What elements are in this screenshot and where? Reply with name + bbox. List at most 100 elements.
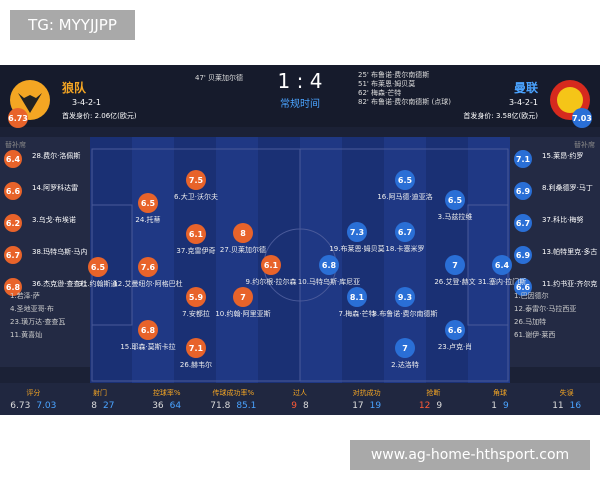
away-value: 首发身价: 3.58亿(欧元) <box>463 112 538 120</box>
bench-label: 替补席 <box>5 141 26 149</box>
player-rating: 6.5 <box>88 257 108 277</box>
player-rating: 7.5 <box>186 170 206 190</box>
bench-rating: 6.6 <box>4 182 22 200</box>
stat-home: 1 <box>491 401 497 411</box>
player-rating: 6.7 <box>395 222 415 242</box>
goal-event: 25' 布鲁诺·费尔南德斯 <box>358 71 430 79</box>
bench-player: 37.科比·梅努 <box>542 216 584 224</box>
watermark: www.ag-home-hthsport.com <box>350 440 590 470</box>
player-name: 23.卢克·肖 <box>437 343 473 351</box>
stat-away: 9 <box>503 401 509 411</box>
player-rating: 7 <box>445 255 465 275</box>
bench-player: 13.帕特里克·多古 <box>542 248 598 256</box>
goal-event: 62' 梅森·芒特 <box>358 89 402 97</box>
player-name: 27.贝莱加尔德 <box>219 246 267 254</box>
stat-away: 9 <box>436 401 443 411</box>
score: 1 : 4 <box>277 69 323 93</box>
player-rating: 7 <box>233 287 253 307</box>
player-rating: 6.1 <box>186 224 206 244</box>
away-name: 曼联 <box>513 81 538 95</box>
bench-rating: 7.1 <box>514 150 532 168</box>
away-rating: 7.03 <box>572 108 592 128</box>
player-name: 26.赫韦尔 <box>179 361 213 369</box>
player-rating: 6.4 <box>492 255 512 275</box>
player-name: 7.安都拉 <box>182 310 210 318</box>
bench-player: 12.泰雷尔·马拉西亚 <box>514 305 577 313</box>
player-name: 12.艾曼纽尔·阿格巴杜 <box>113 280 183 288</box>
goal-event: 51' 布莱恩·姆贝莫 <box>358 80 416 88</box>
player-name: 10.马特乌斯·库尼亚 <box>297 278 361 286</box>
player-name: 8.布鲁诺·费尔南德斯 <box>372 310 438 318</box>
stat-home: 6.73 <box>10 401 31 411</box>
player-name: 37.克雷伊奇 <box>176 247 216 255</box>
bench-label: 替补席 <box>574 141 595 149</box>
stat-home: 17 <box>352 401 364 411</box>
bench-player: 23.璜万达·查查瓦 <box>10 318 66 326</box>
player-name: 26.艾登·赫文 <box>434 278 476 286</box>
away-formation: 3-4-2-1 <box>508 98 538 107</box>
bench-player: 38.玛特乌斯·马内 <box>32 248 88 256</box>
bench-rating: 6.7 <box>4 246 22 264</box>
stat-home: 8 <box>91 401 97 411</box>
stat-away: 16 <box>569 401 582 411</box>
stat-away: 85.1 <box>236 401 257 411</box>
bench-rating: 6.7 <box>514 214 532 232</box>
player-name: 31.塞内·拉门斯 <box>477 278 527 286</box>
stat-away: 7.03 <box>36 401 57 411</box>
bench-player: 4.圣地亚哥·布 <box>10 305 54 313</box>
bench-rating: 6.8 <box>4 278 22 296</box>
player-rating: 6.5 <box>138 193 158 213</box>
player-rating: 8 <box>233 223 253 243</box>
home-rating: 6.73 <box>8 108 28 128</box>
stat-label: 角球 <box>492 389 507 397</box>
player-name: 19.布莱恩·姆贝莫 <box>329 245 385 253</box>
pitch-stripe <box>342 137 384 383</box>
player-rating: 6.8 <box>319 255 339 275</box>
stat-away: 8 <box>303 401 309 411</box>
player-rating: 6.5 <box>395 170 415 190</box>
stat-home: 9 <box>291 401 297 411</box>
player-name: 24.托蒂 <box>135 216 161 224</box>
bench-player: 11.约书亚·齐尔克 <box>542 280 598 288</box>
bench-rating: 6.2 <box>4 214 22 232</box>
stat-home: 36 <box>152 401 164 411</box>
stat-label: 对抗成功 <box>352 389 381 397</box>
watermark: TG: MYYJJPP <box>10 10 135 40</box>
stat-label: 失误 <box>559 389 574 397</box>
player-rating: 9.3 <box>395 287 415 307</box>
bench-player: 36.杰克逊·查查杜 <box>32 280 88 288</box>
bench-player: 1.若泽·萨 <box>10 292 40 300</box>
bench-player: 28.费尔·洛佩斯 <box>32 152 81 160</box>
goal-event: 82' 布鲁诺·费尔南德斯 (点球) <box>358 98 451 106</box>
player-name: 3.马兹拉维 <box>437 213 473 221</box>
player-name: 18.卡塞米罗 <box>385 245 425 253</box>
player-name: 6.大卫·沃尔夫 <box>174 193 218 201</box>
bench-player: 61.谢伊·莱西 <box>514 331 556 339</box>
bench-player: 15.莱昂·约罗 <box>542 152 584 160</box>
player-rating: 5.9 <box>186 287 206 307</box>
home-formation: 3-4-2-1 <box>72 98 102 107</box>
player-name: 15.耶森·莫斯卡拉 <box>120 343 176 351</box>
player-name: 16.阿马德·迪亚洛 <box>377 193 433 201</box>
player-rating: 7.6 <box>138 257 158 277</box>
stat-away: 19 <box>369 401 382 411</box>
bench-rating: 6.9 <box>514 182 532 200</box>
player-rating: 7.1 <box>186 338 206 358</box>
stat-home: 71.8 <box>210 401 231 411</box>
bench-player: 8.利桑德罗·马丁 <box>542 184 593 192</box>
stat-home: 11 <box>552 401 564 411</box>
stat-label: 评分 <box>26 389 41 397</box>
stat-home: 12 <box>418 401 431 411</box>
stat-label: 传球成功率% <box>212 389 255 397</box>
stat-away: 64 <box>169 401 182 411</box>
player-rating: 7.3 <box>347 222 367 242</box>
player-rating: 6.8 <box>138 320 158 340</box>
bench-player: 26.马加特 <box>514 318 547 326</box>
player-rating: 6.6 <box>445 320 465 340</box>
stat-label: 过人 <box>292 389 307 397</box>
player-rating: 6.5 <box>445 190 465 210</box>
stat-label: 控球率% <box>152 389 181 397</box>
bench-player: 14.阿罗科达雷 <box>32 184 79 192</box>
player-name: 2.达洛特 <box>391 361 419 369</box>
